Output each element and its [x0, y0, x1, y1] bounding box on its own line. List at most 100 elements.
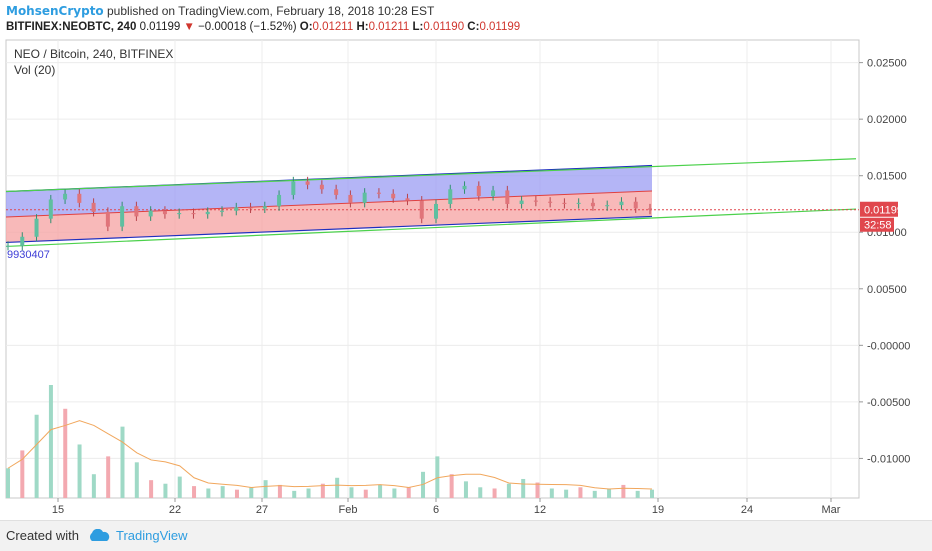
- current-price-label: 0.01199: [864, 205, 903, 217]
- price-axis[interactable]: 0.025000.020000.015000.010000.00500-0.00…: [859, 58, 910, 466]
- tradingview-cloud-icon: [90, 529, 110, 541]
- channel-lower-line: [5, 215, 653, 244]
- channel-midline: [5, 190, 653, 218]
- candle-body: [205, 211, 210, 215]
- candle-body: [391, 193, 396, 199]
- candle-body: [476, 185, 481, 197]
- volume-bar: [363, 489, 368, 498]
- candle-body: [48, 199, 53, 219]
- candle-body: [248, 207, 253, 209]
- volume-bar: [20, 450, 25, 498]
- y-tick-label: -0.01000: [867, 453, 910, 465]
- volume-bar: [392, 488, 397, 498]
- volume-bar: [578, 487, 583, 498]
- volume-bar: [234, 489, 239, 498]
- volume-bar: [535, 482, 540, 498]
- candle-body: [91, 202, 96, 212]
- regression-channel: [5, 158, 859, 248]
- candle-body: [362, 192, 367, 203]
- candle-body: [234, 207, 239, 211]
- volume-bar: [549, 488, 554, 498]
- last-price: 0.01199: [139, 21, 181, 33]
- candle-body: [491, 190, 496, 197]
- volume-bar: [378, 484, 383, 498]
- y-tick-label: -0.00000: [867, 340, 910, 352]
- chart-title: NEO / Bitcoin, 240, BITFINEX: [14, 47, 173, 61]
- volume-bar: [63, 408, 68, 498]
- volume-bar: [435, 456, 440, 498]
- ohlc-header: BITFINEX:NEOBTC, 240 0.01199 ▼ −0.00018 …: [6, 19, 520, 35]
- volume-bar: [277, 484, 282, 498]
- high-label: H:: [356, 21, 369, 33]
- volume-bar: [349, 487, 354, 498]
- close-value: 0.01199: [479, 21, 521, 33]
- x-tick-label: 27: [256, 504, 268, 516]
- tradingview-brand-link[interactable]: TradingView: [116, 528, 188, 543]
- price-candles: [6, 176, 652, 251]
- volume-bar: [506, 483, 511, 498]
- y-tick-label: 0.02000: [867, 114, 907, 126]
- price-chart[interactable]: 0.025000.020000.015000.010000.00500-0.00…: [0, 0, 932, 520]
- candle-body: [120, 206, 125, 227]
- change-value: −0.00018 (−1.52%): [198, 21, 297, 33]
- candle-body: [633, 201, 638, 209]
- candle-body: [177, 213, 182, 215]
- plot-area[interactable]: [5, 39, 860, 499]
- candle-body: [519, 200, 524, 204]
- volume-bar: [335, 477, 340, 498]
- open-value: 0.01211: [312, 21, 354, 33]
- volume-bar: [564, 489, 569, 498]
- candle-body: [63, 193, 68, 200]
- candle-body: [34, 218, 39, 237]
- x-tick-label: 12: [534, 504, 546, 516]
- candle-body: [334, 189, 339, 195]
- volume-bars: [6, 385, 654, 498]
- candle-body: [291, 181, 296, 195]
- candle-body: [20, 236, 25, 246]
- volume-bar: [77, 444, 82, 498]
- x-tick-label: 19: [652, 504, 664, 516]
- author-link[interactable]: MohsenCrypto: [6, 4, 104, 18]
- candle-body: [348, 194, 353, 203]
- y-tick-label: 0.01500: [867, 171, 907, 183]
- change-arrow: ▼: [183, 21, 195, 33]
- candle-body: [462, 185, 467, 190]
- candle-body: [148, 210, 153, 217]
- candle-body: [505, 190, 510, 204]
- volume-bar: [320, 483, 325, 498]
- volume-bar: [163, 483, 168, 498]
- volume-bar: [635, 490, 640, 498]
- candle-body: [419, 200, 424, 219]
- x-tick-label: 6: [433, 504, 439, 516]
- high-value: 0.01211: [368, 21, 410, 33]
- candle-body: [590, 202, 595, 207]
- candle-body: [134, 206, 139, 217]
- x-tick-label: 22: [169, 504, 181, 516]
- low-label: L:: [412, 21, 424, 33]
- volume-bar: [120, 426, 125, 498]
- time-axis[interactable]: 15 22 27 Feb 6 12 19 24 Mar: [52, 498, 841, 516]
- channel-lower-fill: [6, 190, 652, 243]
- low-value: 0.01190: [423, 21, 465, 33]
- volume-bar: [34, 414, 39, 498]
- channel-upper-fill: [6, 165, 652, 217]
- volume-bar: [592, 490, 597, 498]
- candle-body: [619, 201, 624, 206]
- countdown-label: 32:58: [864, 220, 892, 232]
- footer-bar: Created with TradingView: [0, 520, 932, 551]
- volume-bar: [249, 487, 254, 498]
- candle-body: [405, 198, 410, 201]
- countdown-label-bg: [860, 217, 894, 232]
- x-tick-label: Feb: [339, 504, 358, 516]
- volume-bar: [48, 385, 53, 498]
- volume-bar: [177, 476, 182, 498]
- x-tick-label: 15: [52, 504, 64, 516]
- volume-bar: [650, 489, 654, 498]
- candle-body: [562, 202, 567, 204]
- created-with-text: Created with: [6, 528, 79, 543]
- candle-body: [648, 208, 652, 210]
- candle-body: [6, 245, 10, 247]
- volume-ma-line: [7, 420, 653, 490]
- volume-bar: [6, 468, 10, 498]
- volume-bar: [149, 480, 154, 498]
